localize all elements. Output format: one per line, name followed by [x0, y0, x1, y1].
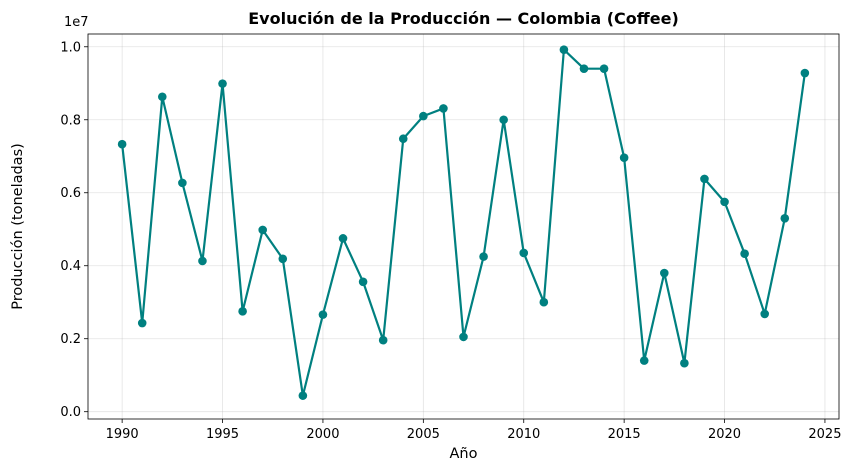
data-point — [298, 391, 308, 400]
data-point — [178, 178, 187, 188]
data-point — [439, 104, 448, 113]
y-tick-label: 0.4 — [60, 259, 81, 274]
data-point — [639, 356, 649, 365]
data-point — [318, 310, 328, 319]
series-layer — [117, 45, 810, 400]
x-tick-label: 2010 — [507, 427, 540, 442]
data-point — [278, 254, 288, 264]
y-axis-label: Producción (toneladas) — [10, 143, 26, 310]
data-point — [599, 64, 609, 73]
x-tick-label: 2005 — [407, 427, 440, 442]
data-point — [398, 134, 408, 144]
data-point — [459, 332, 468, 342]
x-tick-label: 2020 — [708, 427, 741, 442]
data-point — [198, 256, 207, 266]
data-point — [137, 318, 147, 328]
data-point — [700, 174, 709, 184]
y-tick-label: 0.2 — [60, 332, 81, 347]
data-point — [258, 225, 267, 235]
y-tick-label: 0.8 — [60, 113, 81, 128]
ticks: 1990 1995 2000 2005 2010 2015 2020 2025 0.0 0.2 0.… — [60, 40, 841, 442]
x-tick-label: 1995 — [206, 427, 239, 442]
y-tick-label: 0.6 — [60, 186, 81, 201]
data-point — [358, 277, 368, 287]
grid — [88, 34, 839, 419]
x-tick-label: 1990 — [106, 427, 139, 442]
data-point — [419, 111, 428, 121]
data-point — [338, 234, 348, 243]
data-point — [559, 45, 569, 54]
data-point — [800, 68, 810, 78]
x-tick-label: 2025 — [808, 427, 841, 442]
x-axis-label: Año — [450, 446, 478, 462]
x-tick-label: 2015 — [608, 427, 641, 442]
y-tick-label: 0.0 — [60, 405, 81, 420]
data-point — [499, 115, 508, 125]
x-tick-label: 2000 — [306, 427, 339, 442]
data-point — [660, 268, 669, 278]
data-point — [720, 197, 729, 207]
data-point — [760, 309, 770, 319]
data-point — [680, 358, 689, 368]
y-tick-label: 1.0 — [60, 40, 81, 55]
data-point — [579, 64, 589, 73]
data-point — [117, 139, 127, 149]
data-point — [780, 213, 790, 223]
chart-title: Evolución de la Producción — Colombia (C… — [248, 9, 679, 28]
data-point — [238, 307, 247, 316]
plot-frame — [87, 33, 840, 420]
data-point — [378, 335, 388, 345]
y-axis-offset-label: 1e7 — [64, 15, 89, 30]
data-point — [519, 248, 529, 258]
data-point — [539, 297, 549, 307]
data-point — [740, 249, 749, 258]
data-point — [619, 153, 629, 163]
data-point — [157, 92, 167, 102]
data-point — [479, 252, 488, 261]
series-line — [121, 48, 806, 397]
data-point — [218, 79, 227, 88]
